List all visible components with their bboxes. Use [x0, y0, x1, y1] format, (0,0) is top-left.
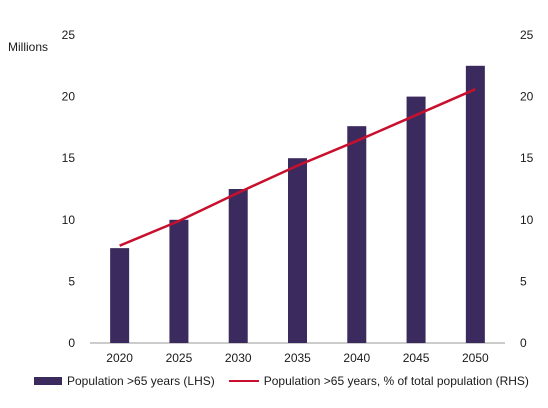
left-tick-label: 0	[68, 336, 75, 350]
x-tick-label: 2045	[403, 351, 430, 365]
bar	[465, 65, 485, 344]
bar	[406, 96, 426, 343]
right-tick-label: 25	[520, 28, 534, 42]
bar-series	[110, 65, 485, 344]
legend-label-line: Population >65 years, % of total populat…	[263, 374, 529, 388]
x-axis-ticks: 2020 2025 2030 2035 2040 2045 2050	[106, 351, 489, 365]
legend-item-line: Population >65 years, % of total populat…	[228, 374, 529, 388]
right-axis-ticks: 0 5 10 15 20 25	[520, 28, 534, 350]
x-tick-label: 2020	[106, 351, 133, 365]
bar	[110, 248, 130, 343]
x-tick-label: 2040	[343, 351, 370, 365]
bar	[347, 126, 367, 343]
bar	[169, 219, 189, 343]
x-tick-label: 2035	[284, 351, 311, 365]
left-tick-label: 20	[62, 90, 76, 104]
legend-swatch-line	[228, 380, 259, 382]
right-tick-label: 0	[520, 336, 527, 350]
left-tick-label: 15	[62, 151, 76, 165]
left-axis-ticks: 0 5 10 15 20 25	[62, 28, 76, 350]
y-axis-unit-label: Millions	[8, 40, 48, 54]
legend-swatch-bar	[34, 377, 62, 385]
x-tick-label: 2050	[462, 351, 489, 365]
left-tick-label: 25	[62, 28, 76, 42]
legend-item-bars: Population >65 years (LHS)	[34, 374, 215, 388]
left-tick-label: 5	[68, 274, 75, 288]
bar	[288, 158, 307, 343]
right-tick-label: 5	[520, 274, 527, 288]
left-tick-label: 10	[62, 213, 76, 227]
bar	[228, 189, 248, 343]
right-tick-label: 20	[520, 90, 534, 104]
line-series	[119, 88, 476, 247]
legend: Population >65 years (LHS) Population >6…	[34, 374, 543, 388]
right-tick-label: 10	[520, 213, 534, 227]
right-tick-label: 15	[520, 151, 534, 165]
x-tick-label: 2025	[166, 351, 193, 365]
legend-label-bars: Population >65 years (LHS)	[67, 374, 215, 388]
x-tick-label: 2030	[225, 351, 252, 365]
